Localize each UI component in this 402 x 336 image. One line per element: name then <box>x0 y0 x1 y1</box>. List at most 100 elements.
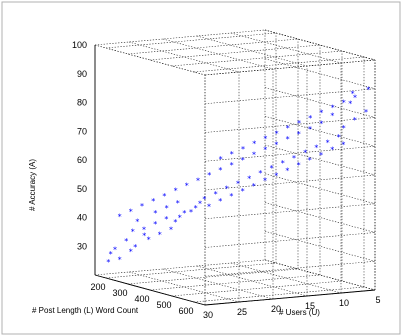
data-point: * <box>153 209 157 218</box>
data-point: * <box>263 145 267 154</box>
data-point: * <box>185 182 189 191</box>
data-point: * <box>218 166 222 175</box>
data-point: * <box>319 120 323 129</box>
data-point: * <box>113 245 117 254</box>
data-point: * <box>270 164 274 173</box>
data-point: * <box>118 256 122 265</box>
z-tick-label: 70 <box>77 126 87 136</box>
x-tick-labels: 200 300 400 500 600 <box>90 282 193 316</box>
data-point: * <box>225 185 229 194</box>
data-point: * <box>196 176 200 185</box>
data-point: * <box>129 207 133 216</box>
data-point: * <box>131 228 135 237</box>
x-tick-label: 600 <box>178 306 193 316</box>
data-point: * <box>230 150 234 159</box>
data-point: * <box>218 197 222 206</box>
data-point: * <box>147 236 151 245</box>
z-tick-label: 50 <box>77 184 87 194</box>
data-point: * <box>124 237 128 246</box>
grid-line <box>105 262 277 279</box>
data-point: * <box>247 174 251 183</box>
data-point: * <box>173 218 177 227</box>
x-tick-label: 300 <box>112 288 127 298</box>
axis-line-y <box>204 289 376 306</box>
grid-line <box>204 174 376 191</box>
y-tick-label: 15 <box>305 301 315 311</box>
data-point: * <box>274 140 278 149</box>
x-tick-label: 400 <box>134 294 149 304</box>
data-point: * <box>198 200 202 209</box>
data-point: * <box>142 225 146 234</box>
grid-line <box>193 286 365 303</box>
grid-line <box>149 274 321 291</box>
z-axis-label: # Accuracy (A) <box>28 159 37 211</box>
data-point: * <box>241 156 245 165</box>
data-point: * <box>263 177 267 186</box>
data-point: * <box>109 250 113 259</box>
data-point: * <box>140 202 144 211</box>
grid <box>94 29 376 306</box>
data-point: * <box>281 159 285 168</box>
data-point: * <box>314 143 318 152</box>
grid-line <box>127 38 299 55</box>
grid-line <box>171 280 343 297</box>
data-point: * <box>308 114 312 123</box>
data-point: * <box>308 125 312 134</box>
data-point: * <box>142 231 146 240</box>
z-tick-labels: 100 90 80 70 60 50 40 30 <box>72 40 87 251</box>
grid-line <box>127 268 299 285</box>
z-tick-label: 90 <box>77 69 87 79</box>
data-point: * <box>162 192 166 201</box>
grid-line <box>204 117 376 133</box>
data-point: * <box>308 156 312 165</box>
data-point: * <box>106 258 110 267</box>
data-point: * <box>241 187 245 196</box>
data-point: * <box>330 112 334 121</box>
z-tick-label: 40 <box>77 213 87 223</box>
data-point: * <box>165 204 169 213</box>
data-point: * <box>202 195 206 204</box>
data-point: * <box>274 171 278 180</box>
data-points: **** *********** ****** ** ** ** ** ** ** ** ** ** *… <box>106 85 370 266</box>
y-tick-label: 25 <box>237 307 247 317</box>
data-point: * <box>252 151 256 160</box>
data-point: * <box>353 116 357 125</box>
data-point: * <box>230 161 234 170</box>
data-point: * <box>331 104 335 113</box>
data-point: * <box>252 182 256 191</box>
data-point: * <box>214 190 218 199</box>
data-point: * <box>174 187 178 196</box>
z-tick-label: 60 <box>77 155 87 165</box>
data-point: * <box>164 215 168 224</box>
data-point: * <box>319 109 323 118</box>
data-point: * <box>330 146 334 155</box>
data-point: * <box>286 124 290 133</box>
data-point: * <box>366 85 370 94</box>
grid-line <box>94 259 266 276</box>
data-point: * <box>297 119 301 128</box>
data-point: * <box>169 225 173 234</box>
axes-box <box>94 45 376 306</box>
data-point: * <box>297 130 301 139</box>
data-point: * <box>364 108 368 117</box>
data-point: * <box>129 248 133 257</box>
y-tick-labels: 5 10 15 20 25 30 <box>203 295 381 320</box>
grid-line <box>105 32 277 49</box>
data-point: * <box>303 149 307 158</box>
x-tick-label: 200 <box>90 282 105 292</box>
data-point: * <box>342 98 346 107</box>
y-tick-label: 30 <box>203 310 213 320</box>
grid-line <box>204 203 376 220</box>
data-point: * <box>252 140 256 149</box>
data-point: * <box>241 145 245 154</box>
data-point: * <box>275 129 279 138</box>
z-tick-label: 80 <box>77 98 87 108</box>
data-point: * <box>351 89 355 98</box>
data-point: * <box>135 218 139 227</box>
data-point: * <box>219 155 223 164</box>
data-point: * <box>236 180 240 189</box>
data-point: * <box>189 208 193 217</box>
data-point: * <box>326 138 330 147</box>
